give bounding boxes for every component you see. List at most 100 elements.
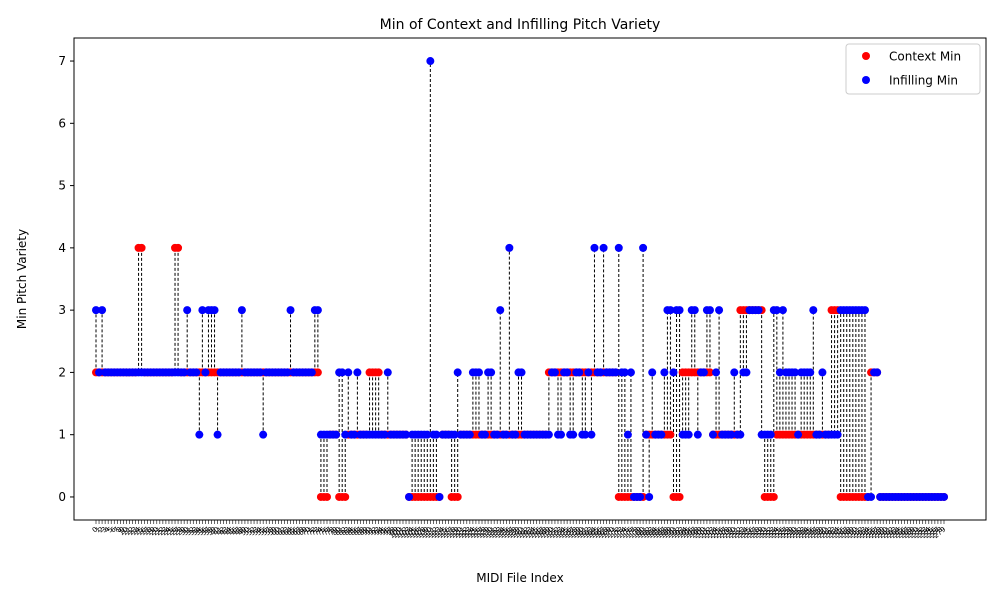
context-min-point bbox=[313, 368, 322, 377]
x-tick-label: 83 bbox=[340, 525, 352, 537]
x-tick-label: 27 bbox=[169, 525, 181, 537]
infilling-min-point bbox=[95, 368, 104, 377]
x-tick-label: 5 bbox=[106, 525, 115, 534]
infilling-min-point bbox=[213, 430, 222, 439]
infilling-min-point bbox=[742, 368, 751, 377]
x-tick-label: 32 bbox=[185, 525, 197, 537]
infilling-min-point bbox=[92, 306, 100, 315]
x-tick-label: 90 bbox=[361, 525, 373, 537]
legend-box bbox=[845, 43, 981, 95]
infilling-min-point bbox=[806, 368, 815, 377]
x-tick-label: 99 bbox=[388, 525, 400, 537]
legend-context-label: Context Min bbox=[889, 50, 961, 64]
infilling-min-point bbox=[557, 430, 566, 439]
infilling-min-point bbox=[402, 430, 411, 439]
legend: Context Min Infilling Min bbox=[845, 43, 981, 95]
infilling-min-point bbox=[283, 368, 292, 377]
y-axis-label: Min Pitch Variety bbox=[15, 229, 29, 329]
infilling-min-point bbox=[775, 368, 784, 377]
x-tick-label: 47 bbox=[230, 525, 242, 537]
infilling-min-point bbox=[675, 306, 684, 315]
infilling-min-point bbox=[705, 306, 714, 315]
infilling-min-point bbox=[180, 368, 189, 377]
context-min-point bbox=[174, 243, 183, 252]
legend-infilling-marker bbox=[862, 76, 870, 84]
infilling-min-point bbox=[599, 243, 608, 252]
x-tick-label: 80 bbox=[330, 525, 342, 537]
x-tick-label: 28 bbox=[172, 525, 184, 537]
x-tick-label: 88 bbox=[355, 525, 367, 537]
infilling-min-point bbox=[234, 368, 243, 377]
x-tick-label: 53 bbox=[248, 525, 260, 537]
y-tick-label: 5 bbox=[58, 179, 66, 193]
x-tick-label: 61 bbox=[273, 525, 285, 537]
y-tick-label: 7 bbox=[58, 54, 66, 68]
x-tick-label: 98 bbox=[385, 525, 397, 537]
context-min-point bbox=[374, 368, 383, 377]
infilling-min-point bbox=[778, 306, 787, 315]
y-tick-label: 0 bbox=[58, 490, 66, 504]
x-tick-label: 67 bbox=[291, 525, 303, 537]
infilling-min-point bbox=[596, 368, 605, 377]
infilling-min-point bbox=[98, 306, 107, 315]
infilling-min-point bbox=[581, 430, 590, 439]
x-tick-label: 45 bbox=[224, 525, 236, 537]
infilling-min-point bbox=[183, 306, 192, 315]
x-tick-label: 69 bbox=[297, 525, 309, 537]
x-tick-label: 19 bbox=[145, 525, 157, 537]
x-tick-label: 20 bbox=[148, 525, 160, 537]
x-tick-label: 72 bbox=[306, 525, 318, 537]
x-tick-label: 42 bbox=[215, 525, 227, 537]
context-min-point bbox=[769, 492, 778, 501]
infilling-min-point bbox=[766, 430, 775, 439]
infilling-min-point bbox=[614, 243, 623, 252]
infilling-min-point bbox=[860, 306, 869, 315]
x-tick-label: 43 bbox=[218, 525, 230, 537]
x-tick-label: 33 bbox=[188, 525, 200, 537]
x-tick-label: 0 bbox=[91, 525, 100, 534]
infilling-min-point bbox=[563, 368, 572, 377]
x-tick-label: 62 bbox=[276, 525, 288, 537]
x-tick-label: 30 bbox=[178, 525, 190, 537]
infilling-min-point bbox=[623, 430, 632, 439]
x-tick-label: 4 bbox=[103, 525, 112, 534]
x-tick-label: 70 bbox=[300, 525, 312, 537]
infilling-min-point bbox=[341, 430, 350, 439]
x-tick-label: 29 bbox=[175, 525, 187, 537]
infilling-min-point bbox=[639, 243, 648, 252]
x-tick-label: 49 bbox=[236, 525, 248, 537]
x-tick-label: 8 bbox=[115, 525, 124, 534]
infilling-min-point bbox=[611, 368, 620, 377]
x-tick-label: 10 bbox=[118, 525, 130, 537]
x-tick-label: 6 bbox=[109, 525, 118, 534]
infilling-min-point bbox=[666, 306, 675, 315]
x-tick-label: 48 bbox=[233, 525, 245, 537]
infilling-min-point bbox=[660, 368, 669, 377]
infilling-min-point bbox=[496, 306, 505, 315]
context-min-point bbox=[137, 243, 146, 252]
infilling-min-point bbox=[286, 306, 295, 315]
infilling-min-point bbox=[259, 430, 268, 439]
infilling-min-point bbox=[313, 306, 322, 315]
x-tick-label: 58 bbox=[264, 525, 276, 537]
x-tick-label: 13 bbox=[127, 525, 139, 537]
x-tick-label: 73 bbox=[309, 525, 321, 537]
infilling-min-point bbox=[730, 368, 739, 377]
legend-infilling-label: Infilling Min bbox=[889, 74, 958, 88]
infilling-min-point bbox=[669, 368, 678, 377]
infilling-min-point bbox=[590, 243, 599, 252]
x-tick-label: 35 bbox=[194, 525, 206, 537]
context-min-point bbox=[675, 492, 684, 501]
x-tick-label: 92 bbox=[367, 525, 379, 537]
infilling-min-point bbox=[307, 368, 316, 377]
infilling-min-point bbox=[620, 368, 629, 377]
x-tick-label: 57 bbox=[261, 525, 273, 537]
infilling-min-point bbox=[648, 368, 657, 377]
x-tick-label: 3 bbox=[100, 525, 109, 534]
infilling-min-point bbox=[505, 243, 514, 252]
x-tick-label: 31 bbox=[182, 525, 194, 537]
y-tick-label: 2 bbox=[58, 365, 66, 379]
infilling-min-point bbox=[350, 430, 359, 439]
infilling-min-point bbox=[690, 306, 699, 315]
